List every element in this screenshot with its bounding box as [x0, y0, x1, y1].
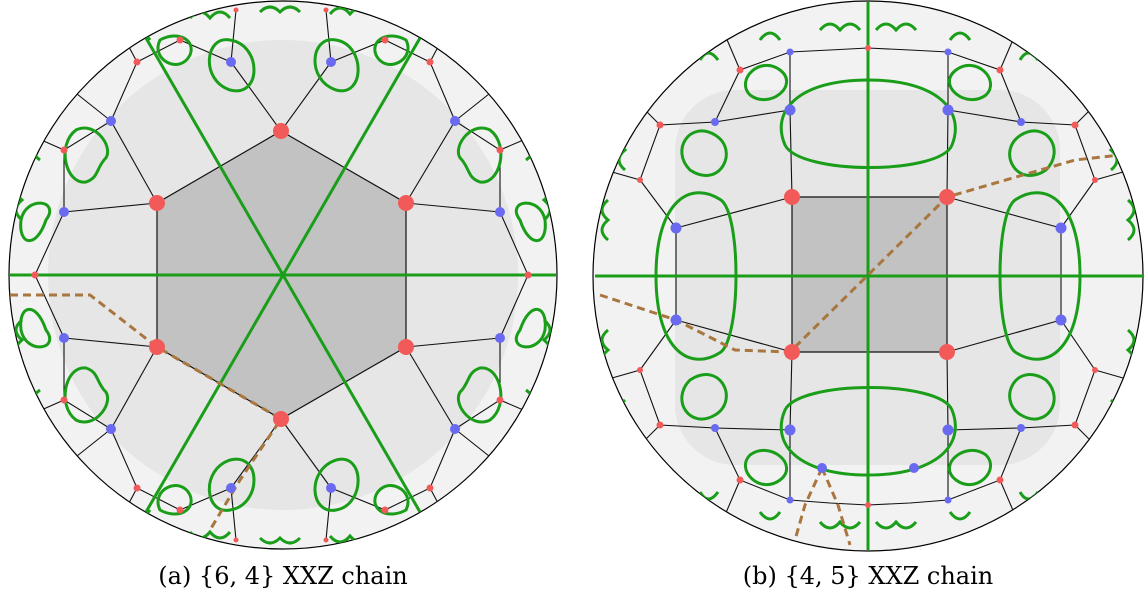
panel-b-green-lines	[595, 2, 1143, 550]
panel-a-green-lines	[10, 37, 556, 513]
figure-canvas	[8, 0, 1144, 552]
panel-a-diagram	[8, 0, 558, 550]
panel-b-dashed-path-lower	[793, 467, 824, 541]
panel-b-nodes	[637, 45, 1098, 508]
caption-panel-a: (a) {6, 4} XXZ chain	[158, 562, 408, 590]
panel-b-dashed-path-lower-2	[820, 467, 852, 546]
panel-a-nodes	[31, 7, 532, 543]
caption-panel-b: (b) {4, 5} XXZ chain	[742, 562, 994, 590]
panel-b-diagram	[592, 0, 1144, 552]
